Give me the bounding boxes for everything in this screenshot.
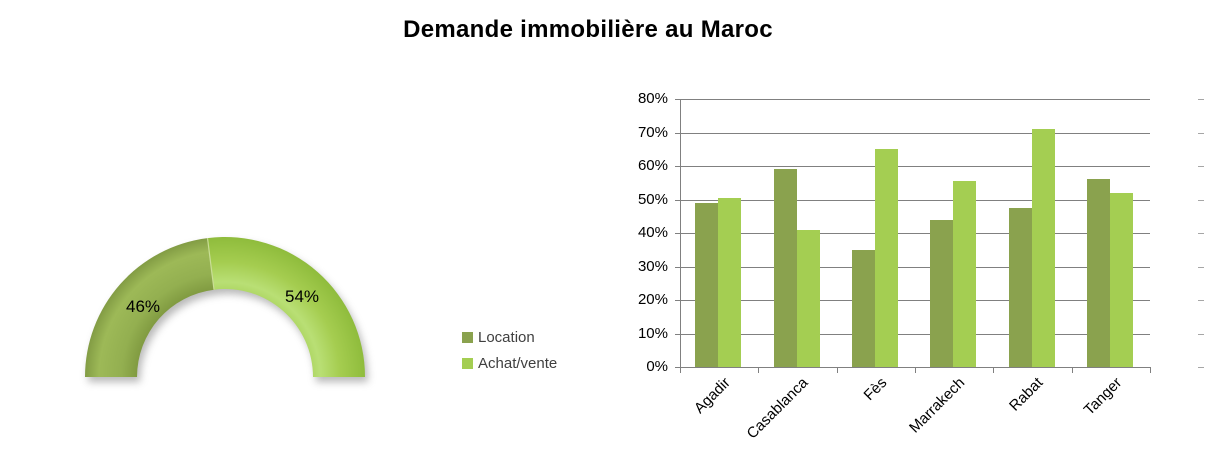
y-tick-label-30: 30% [637, 257, 668, 275]
bar-location-tanger [1086, 179, 1110, 367]
legend-label-location: Location [478, 328, 535, 346]
right-edge-tick-80 [1198, 99, 1204, 100]
x-tick-4 [993, 367, 995, 373]
right-edge-tick-70 [1198, 132, 1204, 134]
y-tick-label-60: 60% [637, 157, 668, 174]
legend-swatch-achat-vente [462, 357, 473, 369]
gauge-label-location: 46% [125, 297, 161, 316]
legend-swatch-location [462, 331, 473, 343]
y-tick-label-0: 0% [646, 358, 668, 375]
legend-item-location: Location [462, 326, 557, 348]
x-category-label-tanger: Tanger [1080, 374, 1126, 419]
right-edge-tick-50 [1198, 199, 1204, 201]
right-edge-tick-10 [1198, 333, 1204, 335]
y-tick-60 [675, 166, 680, 167]
y-tick-10 [675, 333, 680, 335]
bar-location-agadir [695, 202, 719, 367]
right-edge-tick-20 [1198, 300, 1204, 301]
right-edge-tick-40 [1198, 233, 1204, 234]
right-edge-tick-60 [1198, 166, 1204, 167]
x-category-label-casablanca: Casablanca [743, 374, 812, 443]
y-tick-label-50: 50% [637, 190, 668, 208]
y-tick-label-80: 80% [637, 90, 668, 107]
half-doughnut-chart [85, 237, 365, 377]
x-tick-3 [915, 367, 916, 373]
y-tick-80 [675, 99, 680, 100]
gridline-50 [680, 199, 1150, 201]
y-tick-40 [675, 233, 680, 234]
x-tick-5 [1071, 367, 1073, 373]
bar-location-casablanca [773, 169, 797, 367]
y-tick-label-40: 40% [637, 224, 668, 241]
gauge-slice-achat-vente [207, 237, 365, 377]
gridline-20 [680, 300, 1150, 301]
bar-achat-vente-tanger [1109, 192, 1133, 367]
x-tick-2 [836, 367, 838, 373]
gridline-10 [680, 333, 1150, 335]
x-category-label-fès: Fès [860, 374, 891, 405]
gridline-70 [680, 132, 1150, 134]
bar-achat-vente-fès [874, 149, 898, 367]
y-tick-0 [675, 367, 680, 368]
y-tick-50 [675, 199, 680, 201]
gauge-slice-divider [206, 238, 215, 290]
bar-location-marrakech [930, 219, 954, 367]
gauge-label-achat-vente: 54% [284, 287, 320, 306]
bar-achat-vente-agadir [718, 197, 742, 367]
right-edge-tick-30 [1198, 266, 1204, 268]
bar-achat-vente-rabat [1031, 129, 1055, 367]
x-tick-6 [1150, 367, 1151, 373]
x-tick-1 [758, 367, 760, 373]
x-category-label-agadir: Agadir [690, 374, 734, 417]
bar-location-fès [851, 249, 875, 367]
y-tick-label-70: 70% [637, 123, 668, 141]
legend: Location Achat/vente [462, 326, 557, 378]
legend-item-achat-vente: Achat/vente [462, 352, 557, 374]
right-edge-tick-0 [1198, 367, 1204, 368]
y-tick-label-20: 20% [637, 291, 668, 308]
bar-location-rabat [1008, 207, 1032, 367]
x-tick-0 [680, 367, 681, 373]
gridline-40 [680, 233, 1150, 234]
y-tick-70 [675, 132, 680, 134]
chart-title: Demande immobilière au Maroc [403, 16, 773, 43]
x-category-label-rabat: Rabat [1006, 374, 1047, 415]
y-tick-20 [675, 300, 680, 301]
gauge-slice-location [85, 238, 214, 377]
x-category-label-marrakech: Marrakech [906, 374, 969, 437]
y-tick-label-10: 10% [637, 324, 668, 342]
y-tick-30 [675, 266, 680, 268]
legend-label-achat-vente: Achat/vente [478, 354, 558, 372]
y-axis-line [680, 99, 681, 367]
gridline-30 [680, 266, 1150, 268]
bar-achat-vente-casablanca [796, 229, 820, 367]
gridline-60 [680, 166, 1150, 167]
bar-achat-vente-marrakech [953, 181, 977, 367]
gridline-80 [680, 99, 1150, 100]
